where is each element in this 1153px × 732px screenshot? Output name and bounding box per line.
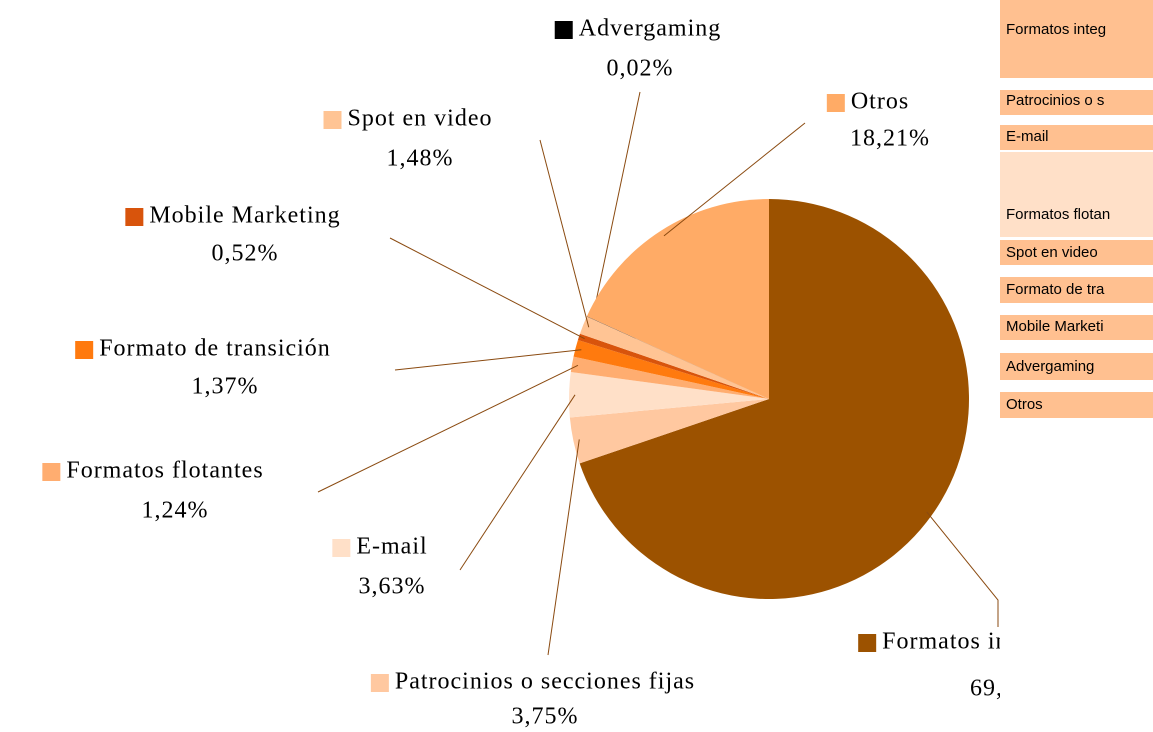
pie-slice	[573, 339, 769, 399]
chart: Formatos integrados 69,78% Patrocinios o s…	[42, 16, 1000, 730]
table-cell: Spot en video	[1000, 240, 1153, 265]
leader-line	[547, 439, 580, 656]
legend-swatch	[554, 21, 573, 39]
table-cell: Mobile Marketi	[1000, 315, 1153, 340]
table-cell: Advergaming	[1000, 353, 1153, 380]
pie-slice	[569, 371, 769, 418]
value-label: 1,48%	[387, 146, 454, 172]
leader-line	[926, 511, 999, 627]
slice-label: Formatos flotantes	[66, 458, 263, 484]
slice-label: Formato de transición	[99, 336, 331, 362]
leader-line	[317, 364, 579, 493]
table-cell: Patrocinios o s	[1000, 90, 1153, 115]
pie-slice	[579, 199, 969, 599]
slice-label: Patrocinios o secciones fijas	[395, 669, 695, 695]
legend-swatch	[826, 94, 845, 112]
leader-line	[591, 91, 641, 319]
value-label: 1,24%	[142, 498, 209, 524]
table-cell: Otros	[1000, 392, 1153, 418]
leader-line	[663, 122, 806, 237]
pie-slice	[577, 333, 769, 399]
pie-slice	[586, 316, 769, 399]
table-cell: E-mail	[1000, 125, 1153, 150]
pie-slice	[570, 356, 769, 399]
table-cell: Formatos integ	[1000, 0, 1153, 78]
slice-label: Otros	[851, 89, 909, 115]
leader-line	[394, 349, 582, 371]
legend-swatch	[323, 111, 342, 129]
leader-line	[389, 237, 585, 340]
pie-slice	[569, 399, 769, 464]
table-cell: Formatos flotan	[1000, 152, 1153, 237]
slice-label: Advergaming	[579, 16, 722, 42]
value-label: 0,52%	[212, 241, 279, 267]
leader-line	[539, 139, 590, 328]
legend-swatch	[75, 341, 94, 359]
value-label: 3,63%	[359, 574, 426, 600]
legend-swatch	[42, 463, 61, 481]
table-cell: Formato de tra	[1000, 277, 1153, 303]
slice-label: Spot en video	[348, 106, 493, 132]
value-label: 3,75%	[512, 704, 579, 730]
value-label: 1,37%	[192, 374, 259, 400]
value-label: 0,02%	[607, 56, 674, 82]
legend-swatch	[332, 539, 351, 557]
pie-slice	[579, 316, 769, 399]
leader-line	[459, 394, 576, 571]
slice-label: Formatos integrados	[882, 629, 1000, 655]
value-label: 69,78%	[970, 676, 1000, 702]
value-label: 18,21%	[850, 126, 930, 152]
slice-label: Mobile Marketing	[149, 203, 340, 229]
pie-slice	[586, 199, 769, 399]
legend-swatch	[858, 634, 877, 652]
legend-swatch	[125, 208, 144, 226]
slice-label: E-mail	[356, 534, 427, 560]
legend-swatch	[370, 674, 389, 692]
